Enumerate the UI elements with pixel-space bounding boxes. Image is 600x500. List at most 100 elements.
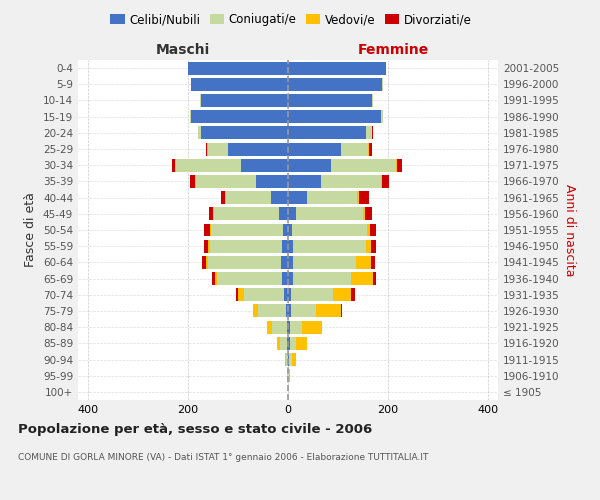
Bar: [224, 191, 226, 204]
Bar: [382, 175, 389, 188]
Bar: [258, 304, 286, 318]
Bar: [194, 175, 196, 188]
Bar: [289, 353, 292, 366]
Bar: [296, 208, 363, 220]
Bar: [341, 142, 368, 156]
Bar: [206, 142, 207, 156]
Bar: [235, 288, 238, 301]
Bar: [288, 272, 293, 285]
Bar: [277, 337, 280, 350]
Bar: [370, 224, 376, 236]
Bar: [286, 353, 288, 366]
Bar: [365, 240, 371, 252]
Legend: Celibi/Nubili, Coniugati/e, Vedovi/e, Divorziati/e: Celibi/Nubili, Coniugati/e, Vedovi/e, Di…: [106, 8, 476, 31]
Bar: [371, 240, 376, 252]
Bar: [292, 353, 296, 366]
Bar: [209, 224, 211, 236]
Bar: [293, 272, 350, 285]
Text: Popolazione per età, sesso e stato civile - 2006: Popolazione per età, sesso e stato civil…: [18, 422, 372, 436]
Y-axis label: Anni di nascita: Anni di nascita: [563, 184, 576, 276]
Bar: [288, 369, 289, 382]
Bar: [238, 288, 244, 301]
Bar: [365, 208, 372, 220]
Bar: [288, 337, 290, 350]
Bar: [371, 256, 374, 269]
Bar: [367, 224, 370, 236]
Bar: [397, 159, 401, 172]
Bar: [359, 191, 368, 204]
Bar: [316, 304, 341, 318]
Bar: [288, 208, 296, 220]
Bar: [373, 272, 376, 285]
Bar: [205, 256, 208, 269]
Bar: [369, 142, 371, 156]
Bar: [296, 337, 307, 350]
Bar: [283, 224, 288, 236]
Bar: [271, 191, 288, 204]
Bar: [208, 142, 228, 156]
Bar: [209, 208, 213, 220]
Bar: [217, 272, 282, 285]
Bar: [293, 256, 355, 269]
Y-axis label: Fasce di età: Fasce di età: [25, 192, 37, 268]
Bar: [208, 240, 209, 252]
Bar: [271, 320, 287, 334]
Bar: [287, 320, 288, 334]
Bar: [203, 224, 209, 236]
Bar: [176, 159, 241, 172]
Bar: [266, 320, 271, 334]
Bar: [288, 353, 289, 366]
Bar: [200, 126, 288, 140]
Bar: [371, 126, 373, 140]
Bar: [363, 208, 365, 220]
Bar: [288, 240, 293, 252]
Bar: [288, 142, 341, 156]
Bar: [290, 304, 316, 318]
Bar: [284, 288, 288, 301]
Bar: [380, 110, 383, 123]
Bar: [288, 94, 372, 107]
Bar: [190, 175, 194, 188]
Bar: [307, 191, 357, 204]
Bar: [213, 208, 214, 220]
Bar: [302, 320, 322, 334]
Bar: [288, 78, 382, 91]
Bar: [288, 159, 331, 172]
Bar: [293, 240, 365, 252]
Bar: [221, 191, 224, 204]
Bar: [208, 256, 281, 269]
Bar: [198, 126, 200, 140]
Bar: [365, 126, 371, 140]
Bar: [244, 288, 284, 301]
Bar: [228, 142, 288, 156]
Bar: [350, 272, 373, 285]
Bar: [226, 191, 271, 204]
Bar: [288, 191, 307, 204]
Bar: [215, 272, 217, 285]
Bar: [368, 142, 369, 156]
Bar: [320, 175, 380, 188]
Bar: [287, 369, 288, 382]
Bar: [211, 224, 283, 236]
Bar: [350, 288, 355, 301]
Bar: [256, 175, 288, 188]
Bar: [288, 304, 290, 318]
Bar: [188, 62, 288, 74]
Text: COMUNE DI GORLA MINORE (VA) - Dati ISTAT 1° gennaio 2006 - Elaborazione TUTTITAL: COMUNE DI GORLA MINORE (VA) - Dati ISTAT…: [18, 452, 428, 462]
Bar: [284, 353, 286, 366]
Bar: [280, 337, 287, 350]
Bar: [288, 320, 290, 334]
Bar: [289, 369, 290, 382]
Bar: [241, 159, 288, 172]
Bar: [202, 256, 205, 269]
Bar: [372, 94, 373, 107]
Bar: [279, 208, 288, 220]
Bar: [253, 304, 258, 318]
Bar: [290, 320, 302, 334]
Bar: [214, 208, 279, 220]
Bar: [290, 288, 333, 301]
Bar: [355, 256, 371, 269]
Bar: [288, 110, 380, 123]
Bar: [196, 175, 256, 188]
Bar: [288, 288, 290, 301]
